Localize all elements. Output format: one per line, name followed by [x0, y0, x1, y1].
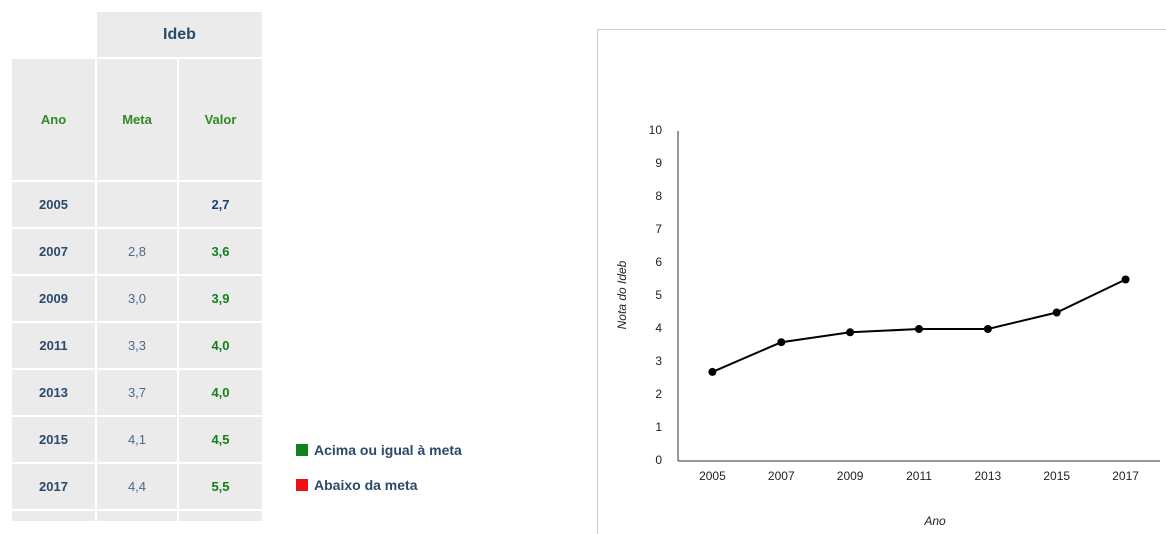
- legend-label: Abaixo da meta: [314, 476, 418, 493]
- x-tick-label: 2011: [906, 469, 932, 483]
- point: [846, 328, 855, 337]
- table-cell: 3,9: [177, 274, 264, 323]
- table-cell: 3,7: [95, 368, 179, 417]
- table-cell: 3,3: [95, 321, 179, 370]
- x-axis-label: Ano: [923, 514, 946, 528]
- legend-swatch: [296, 478, 308, 491]
- column-header: Ano: [10, 57, 97, 182]
- legend-swatch: [296, 443, 308, 456]
- y-axis-label: Nota do Ideb: [615, 260, 629, 329]
- table-cell: 2017: [10, 462, 97, 511]
- table-cell: 3,6: [177, 227, 264, 276]
- point: [1052, 308, 1061, 317]
- table-cell: 2,7: [177, 180, 264, 229]
- table-cell: 4,4: [95, 462, 179, 511]
- table-cell: 4,1: [95, 415, 179, 464]
- table-cell: 4,0: [177, 321, 264, 370]
- table-cell: 2013: [10, 368, 97, 417]
- chart-frame: [597, 29, 1166, 534]
- legend-item: Acima ou igual à meta: [296, 432, 462, 467]
- point: [915, 325, 923, 333]
- table-cell: 2015: [10, 415, 97, 464]
- table-cell: 3,0: [95, 274, 179, 323]
- table-row: 2013 3,7 4,0: [10, 368, 264, 417]
- y-tick-label: 7: [655, 222, 662, 236]
- group-header: Ideb: [95, 10, 264, 59]
- chart: Ano Nota do Ideb 0 1 2 3 4 5 6 7 8 9 10 2005 2007 200…: [597, 29, 1166, 534]
- table-cell: 2,8: [95, 227, 179, 276]
- y-tick-label: 5: [655, 288, 662, 302]
- x-tick-label: 2013: [975, 469, 1002, 483]
- table-row: 2017 4,4 5,5: [10, 462, 264, 511]
- table-row: 2005 2,7: [10, 180, 264, 229]
- legend: Acima ou igual à meta Abaixo da meta: [296, 432, 462, 502]
- table-cell: [95, 509, 179, 523]
- table-cell: 2011: [10, 321, 97, 370]
- y-tick-label: 9: [655, 156, 662, 170]
- table-row: 2007 2,8 3,6: [10, 227, 264, 276]
- table-row: 2009 3,0 3,9: [10, 274, 264, 323]
- table-cell: 2005: [10, 180, 97, 229]
- y-tick-label: 10: [649, 123, 663, 137]
- table-cell: 5,5: [177, 462, 264, 511]
- y-tick-label: 3: [655, 354, 662, 368]
- column-header: Valor: [177, 57, 264, 182]
- x-tick-label: 2007: [768, 469, 795, 483]
- point: [777, 338, 786, 347]
- table-cell: 4,5: [177, 415, 264, 464]
- point: [1121, 275, 1130, 284]
- x-tick-label: 2017: [1112, 469, 1139, 483]
- y-tick-label: 4: [655, 321, 662, 335]
- table-cell: 2007: [10, 227, 97, 276]
- y-tick-label: 8: [655, 189, 662, 203]
- y-tick-label: 2: [655, 387, 662, 401]
- y-tick-label: 0: [655, 453, 662, 467]
- table-cell: 2009: [10, 274, 97, 323]
- legend-label: Acima ou igual à meta: [314, 441, 462, 458]
- empty-cell: [10, 10, 97, 59]
- x-tick-label: 2015: [1043, 469, 1070, 483]
- table-cell: [10, 509, 97, 523]
- table-cell: [177, 509, 264, 523]
- y-tick-label: 6: [655, 255, 662, 269]
- point: [983, 325, 992, 333]
- ideb-table: Ideb Ano Meta Valor 2005 2,7 2007 2,8 3,6 2009 3…: [10, 10, 264, 523]
- legend-item: Abaixo da meta: [296, 467, 462, 502]
- table-row: 2011 3,3 4,0: [10, 321, 264, 370]
- table-cell: 4,0: [177, 368, 264, 417]
- table-row: 2015 4,1 4,5: [10, 415, 264, 464]
- x-tick-label: 2009: [837, 469, 864, 483]
- x-tick-label: 2005: [699, 469, 726, 483]
- table-row: [10, 509, 264, 523]
- table-cell: [95, 180, 179, 229]
- y-tick-label: 1: [655, 420, 662, 434]
- point: [708, 367, 717, 376]
- column-header: Meta: [95, 57, 179, 182]
